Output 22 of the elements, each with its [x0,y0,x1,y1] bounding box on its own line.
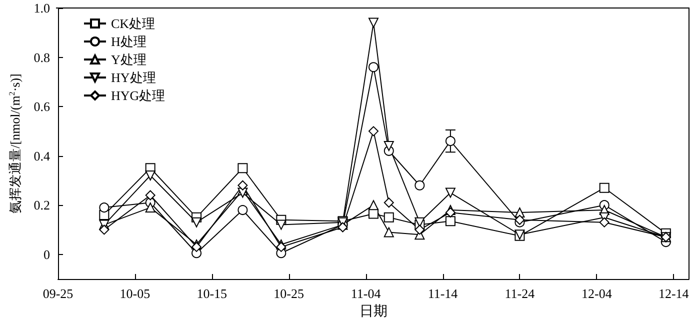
x-tick-label: 10-25 [274,286,304,301]
x-tick-label: 11-24 [504,286,536,301]
x-tick-label: 10-15 [196,286,228,301]
y-tick-label: 0.6 [34,99,50,114]
y-tick-label: 0 [44,246,50,262]
legend-label: HYG处理 [111,88,166,103]
x-tick-label: 10-05 [120,286,150,301]
x-tick-label: 12-04 [581,286,612,301]
legend-label: Y处理 [111,52,146,67]
x-tick-label: 11-14 [428,286,458,301]
x-axis-title: 日期 [360,303,388,320]
x-tick-label: 11-04 [350,286,382,301]
x-tick-label: 12-14 [658,286,690,301]
y-tick-label: 0.4 [34,148,50,164]
y-axis-title: 氨挥发通量/[nmol/(m2·s)] [8,74,22,214]
y-tick-label: 1.0 [34,0,50,16]
legend-label: H处理 [111,34,146,49]
y-tick-label: 0.2 [34,198,50,213]
x-tick-label: 09-25 [42,286,74,301]
y-tick-label: 0.8 [34,50,50,65]
legend-label: HY处理 [111,70,156,85]
legend-label: CK处理 [111,16,156,31]
